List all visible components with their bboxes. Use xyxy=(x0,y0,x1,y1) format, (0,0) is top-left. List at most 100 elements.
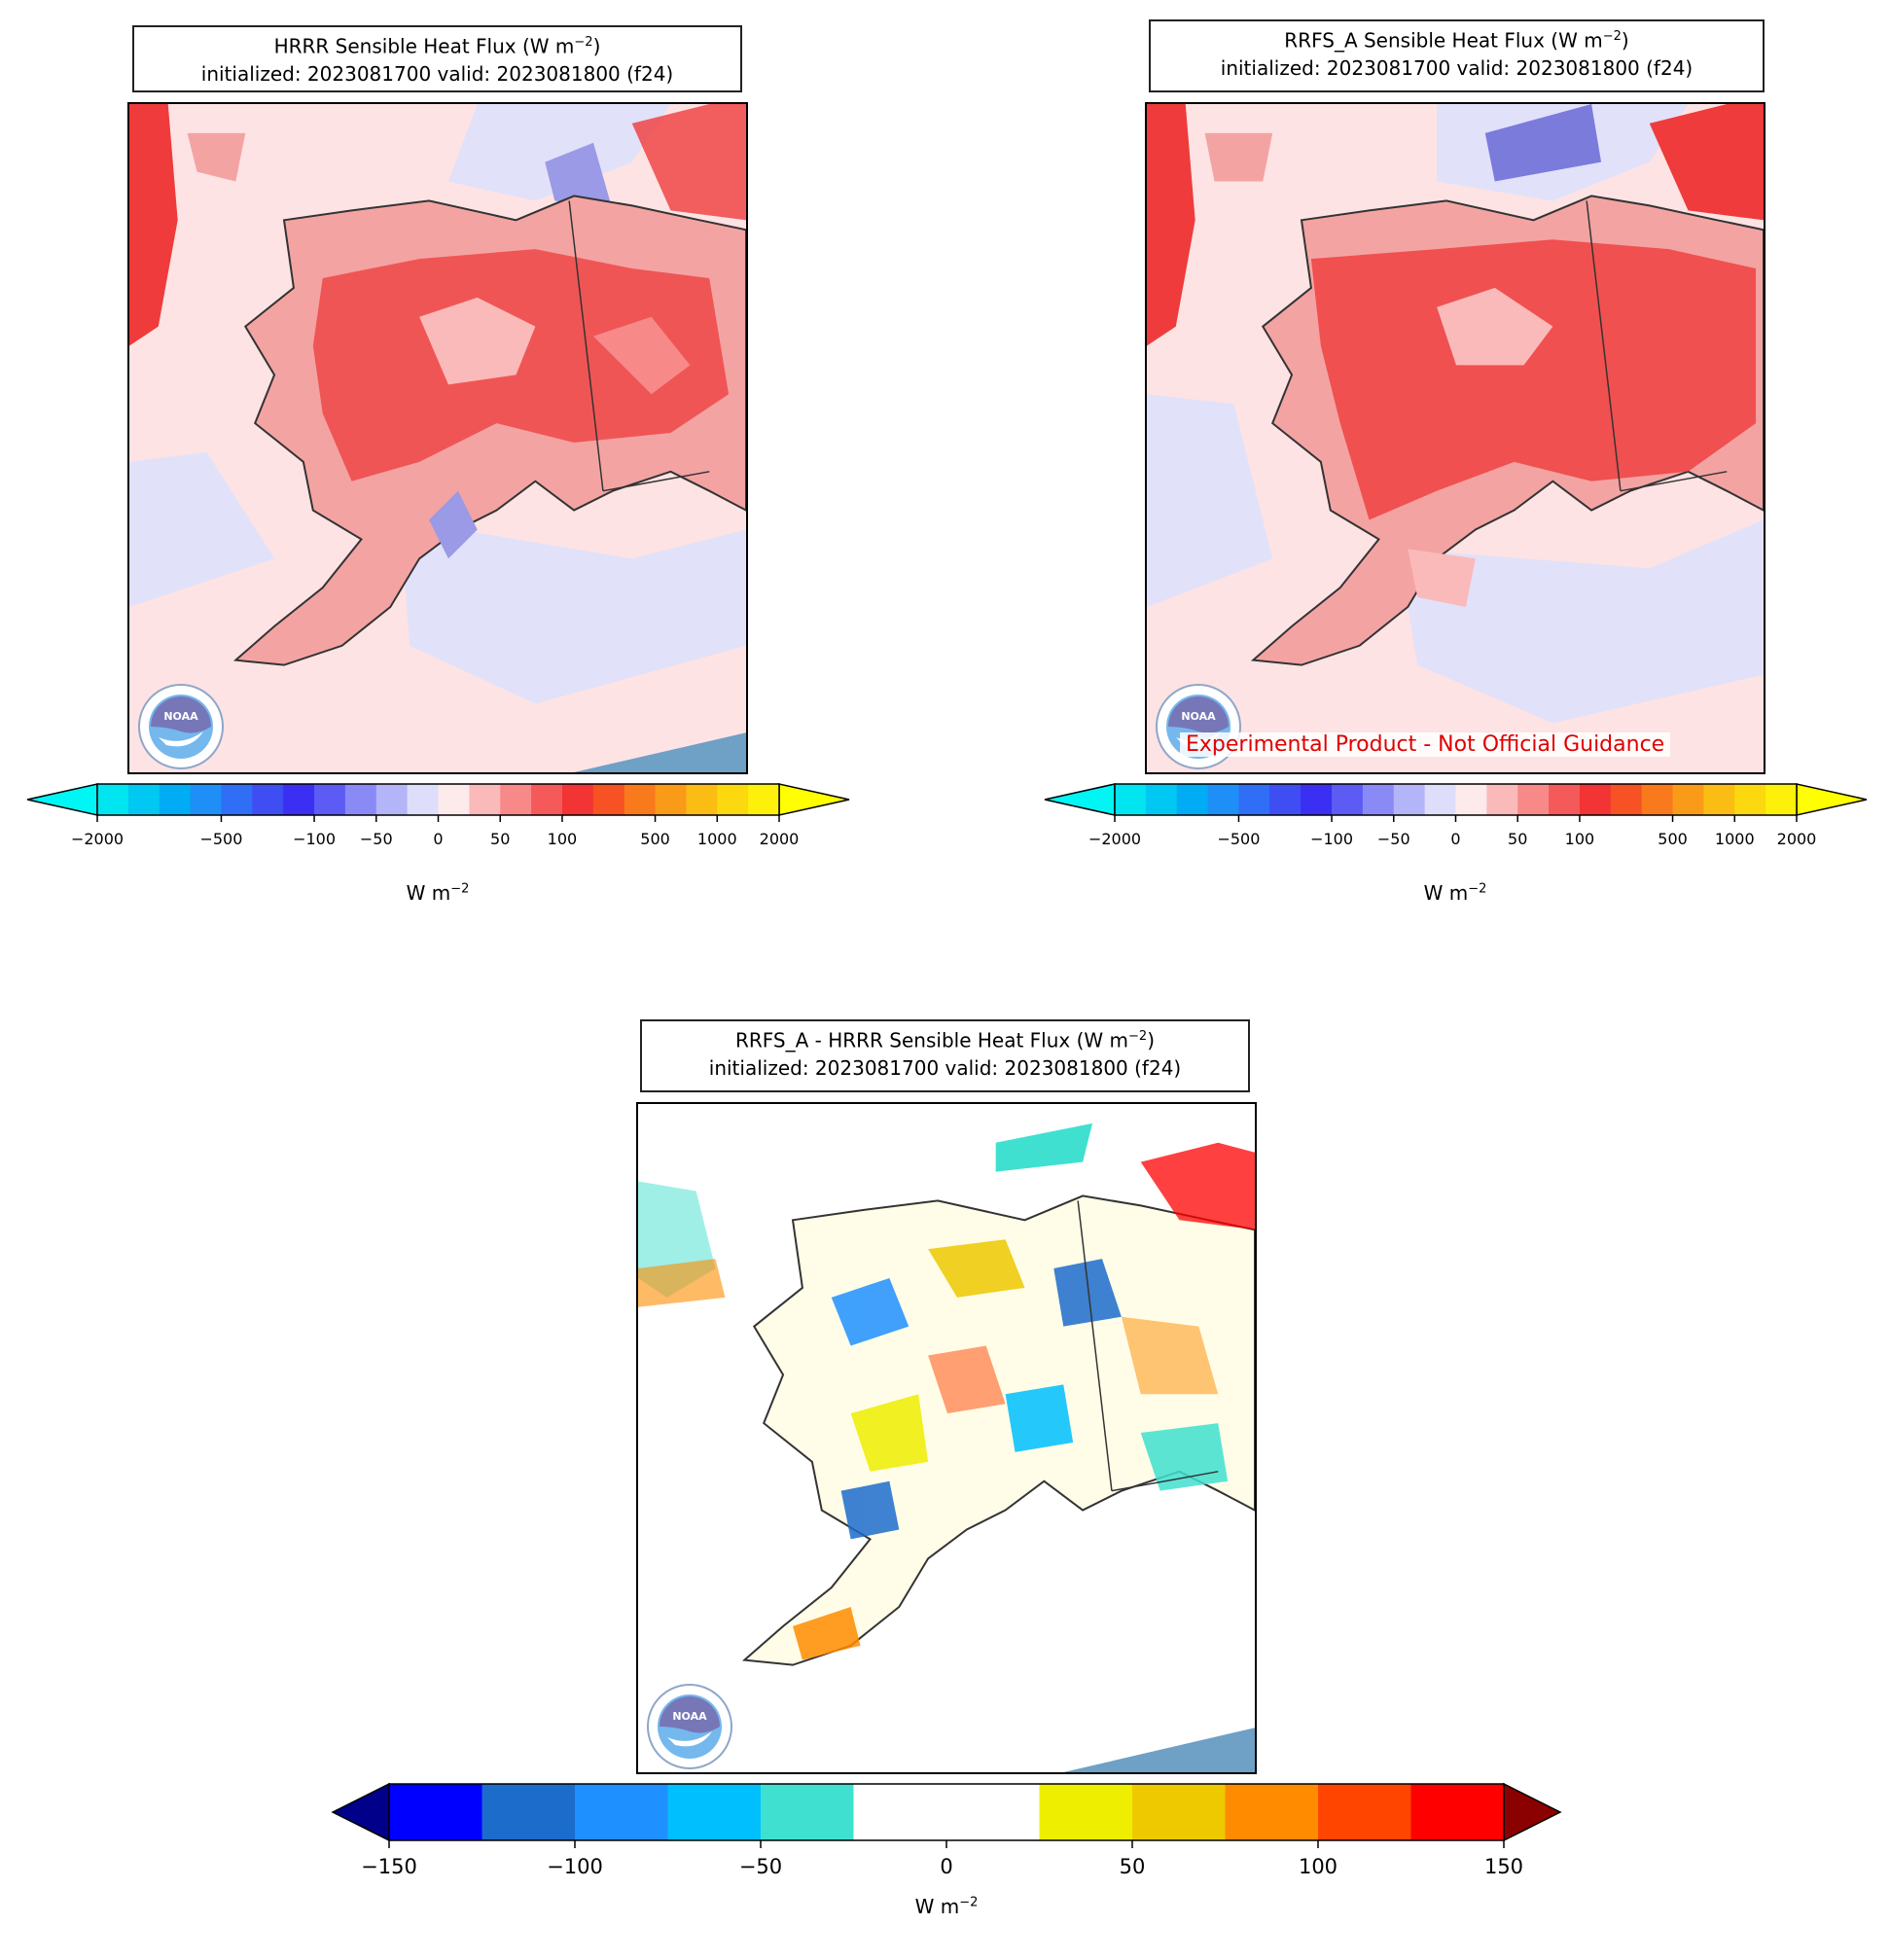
colorbar-tick-label: −500 xyxy=(1217,830,1260,848)
colorbar-segment xyxy=(438,784,470,815)
colorbar-segment xyxy=(1238,784,1270,815)
colorbar-segment xyxy=(748,784,780,815)
colorbar-tick-label: −2000 xyxy=(1088,830,1141,848)
colorbar-segment xyxy=(389,1784,482,1840)
colorbar-segment xyxy=(531,784,563,815)
colorbar-diff: −150 −100 −50 0 50 100 150 xyxy=(331,1782,1562,1878)
colorbar-segment xyxy=(946,1784,1040,1840)
colorbar-hrrr: −2000 −500 −100 −50 0 50 100 500 1000 2000 xyxy=(26,783,850,862)
colorbar-segment xyxy=(1424,784,1456,815)
panel-title-rrfs: RRFS_A Sensible Heat Flux (W m−2) initia… xyxy=(1149,19,1765,92)
colorbar-tick-label: 50 xyxy=(1508,830,1527,848)
colorbar-segment xyxy=(1393,784,1426,815)
colorbar-segment xyxy=(624,784,657,815)
colorbar-segment xyxy=(1610,784,1643,815)
colorbar-segment xyxy=(1115,784,1147,815)
noaa-logo-rrfs: NOAA xyxy=(1155,683,1242,770)
colorbar-segment xyxy=(717,784,749,815)
colorbar-tick-label: −150 xyxy=(361,1855,417,1878)
colorbar-extend-high xyxy=(1503,1782,1562,1842)
colorbar-segment xyxy=(1362,784,1395,815)
colorbar-rrfs-svg: −2000 −500 −100 −50 0 50 100 500 1000 2000 xyxy=(1044,783,1868,848)
colorbar-tick-label: 0 xyxy=(940,1855,952,1878)
colorbar-segment xyxy=(159,784,192,815)
colorbar-segment xyxy=(1176,784,1209,815)
colorbar-segment xyxy=(667,1784,762,1840)
colorbar-segment xyxy=(592,784,625,815)
colorbar-tick-label: 2000 xyxy=(1777,830,1817,848)
colorbar-hrrr-label: W m−2 xyxy=(406,881,470,905)
experimental-watermark: Experimental Product - Not Official Guid… xyxy=(1180,732,1671,757)
colorbar-segment xyxy=(344,784,377,815)
map-diff: NOAA xyxy=(636,1102,1257,1774)
colorbar-extend-low xyxy=(1044,783,1116,816)
colorbar-segment xyxy=(1734,784,1766,815)
colorbar-segment xyxy=(1486,784,1518,815)
colorbar-segment xyxy=(1301,784,1333,815)
colorbar-segment xyxy=(375,784,409,815)
colorbar-tick-label: −500 xyxy=(199,830,242,848)
colorbar-extend-low xyxy=(26,783,98,816)
colorbar-segment xyxy=(1765,784,1798,815)
colorbar-tick-label: −50 xyxy=(1377,830,1410,848)
colorbar-tick-label: 100 xyxy=(548,830,578,848)
map-diff-canvas xyxy=(638,1104,1255,1772)
colorbar-segment xyxy=(1672,784,1704,815)
colorbar-tick-label: −100 xyxy=(547,1855,603,1878)
colorbar-segment xyxy=(252,784,284,815)
title-diff-line1: RRFS_A - HRRR Sensible Heat Flux (W m xyxy=(734,1028,1129,1052)
colorbar-segment xyxy=(1549,784,1581,815)
colorbar-extend-low xyxy=(331,1782,390,1842)
colorbar-segment xyxy=(97,784,129,815)
colorbar-segment xyxy=(853,1784,947,1840)
title-rrfs-line2: initialized: 2023081700 valid: 202308180… xyxy=(1220,55,1694,80)
colorbar-tick-label: 2000 xyxy=(760,830,800,848)
colorbar-tick-label: 150 xyxy=(1484,1855,1523,1878)
colorbar-segment xyxy=(1318,1784,1411,1840)
colorbar-segment xyxy=(655,784,687,815)
colorbar-segment xyxy=(221,784,253,815)
colorbar-segment xyxy=(761,1784,854,1840)
noaa-logo-icon: NOAA xyxy=(1156,684,1241,769)
panel-title-hrrr: HRRR Sensible Heat Flux (W m−2) initiali… xyxy=(132,25,742,92)
noaa-logo-diff: NOAA xyxy=(646,1683,733,1770)
colorbar-segment xyxy=(190,784,222,815)
map-hrrr: NOAA xyxy=(127,102,748,774)
colorbar-tick-label: 0 xyxy=(433,830,443,848)
colorbar-tick-label: 50 xyxy=(490,830,510,848)
colorbar-segment xyxy=(1269,784,1302,815)
colorbar-segment xyxy=(407,784,439,815)
colorbar-segment xyxy=(1039,1784,1133,1840)
colorbar-extend-high xyxy=(778,783,850,816)
colorbar-segment xyxy=(561,784,594,815)
svg-text:NOAA: NOAA xyxy=(672,1710,707,1723)
map-hrrr-canvas xyxy=(129,104,746,772)
colorbar-segment xyxy=(1145,784,1178,815)
colorbar-segment xyxy=(1703,784,1735,815)
noaa-logo-icon: NOAA xyxy=(138,684,224,769)
colorbar-tick-label: 100 xyxy=(1565,830,1595,848)
svg-text:NOAA: NOAA xyxy=(1181,710,1216,723)
colorbar-segment xyxy=(283,784,315,815)
title-hrrr-line2: initialized: 2023081700 valid: 202308180… xyxy=(200,61,674,86)
noaa-logo-hrrr: NOAA xyxy=(137,683,225,770)
colorbar-diff-svg: −150 −100 −50 0 50 100 150 xyxy=(331,1782,1562,1878)
colorbar-tick-label: −2000 xyxy=(71,830,124,848)
colorbar-segment xyxy=(1517,784,1550,815)
colorbar-tick-label: 1000 xyxy=(1715,830,1755,848)
colorbar-tick-label: 0 xyxy=(1450,830,1460,848)
colorbar-segment xyxy=(127,784,160,815)
colorbar-segment xyxy=(500,784,532,815)
colorbar-tick-label: −50 xyxy=(360,830,393,848)
colorbar-segment xyxy=(1132,1784,1226,1840)
colorbar-rrfs-label: W m−2 xyxy=(1423,881,1487,905)
colorbar-segment xyxy=(686,784,718,815)
title-diff-line2: initialized: 2023081700 valid: 202308180… xyxy=(708,1055,1182,1080)
colorbar-tick-label: −50 xyxy=(739,1855,782,1878)
colorbar-tick-label: 500 xyxy=(640,830,670,848)
colorbar-segment xyxy=(1579,784,1612,815)
colorbar-tick-label: −100 xyxy=(293,830,336,848)
title-rrfs-line1: RRFS_A Sensible Heat Flux (W m xyxy=(1284,28,1603,53)
colorbar-segment xyxy=(1410,1784,1505,1840)
colorbar-rrfs: −2000 −500 −100 −50 0 50 100 500 1000 2000 xyxy=(1044,783,1868,862)
